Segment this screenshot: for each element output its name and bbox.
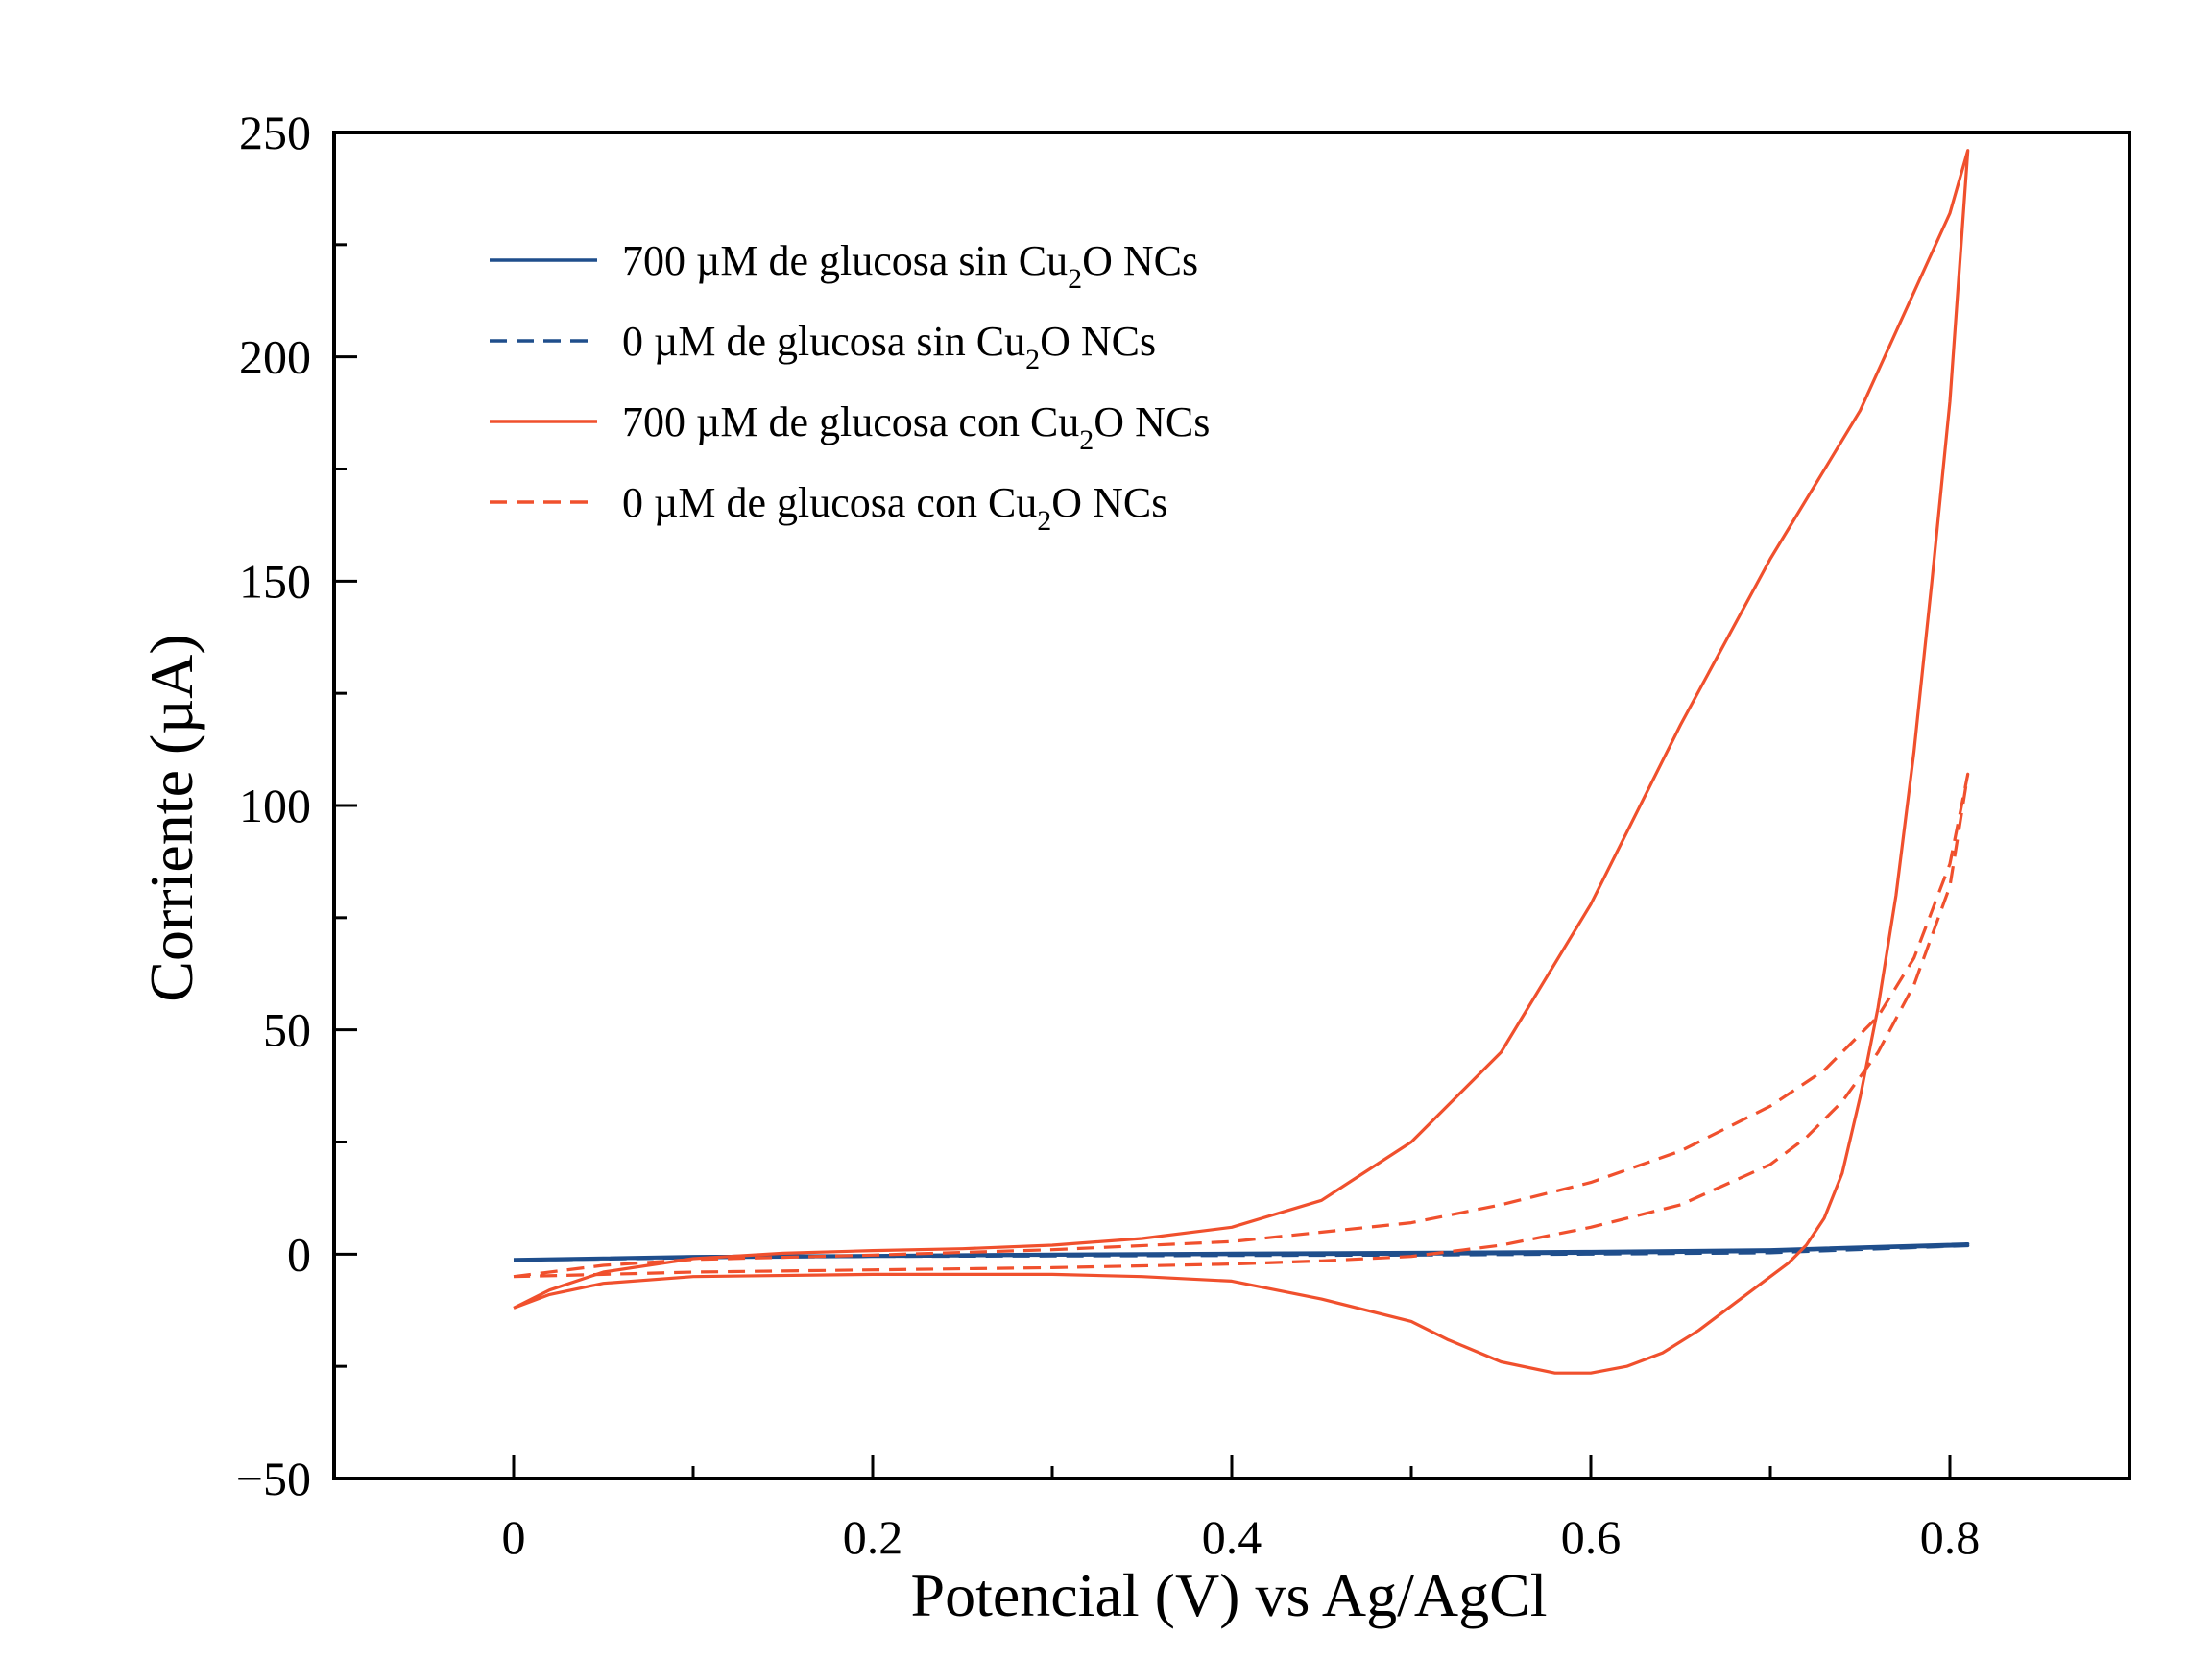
x-axis-label: Potencial (V) vs Ag/AgCl	[910, 1561, 1547, 1629]
y-tick-label: 250	[239, 106, 311, 159]
y-tick-label: 0	[287, 1227, 311, 1281]
axes-layer: 0 0.2 0.4 0.6 0.8 −50 0 50 100 150 200 250	[236, 106, 2131, 1564]
y-tick-label: −50	[236, 1452, 311, 1505]
legend-label-1: 700 µM de glucosa sin Cu2O NCs	[622, 237, 1198, 295]
y-tick-label: 200	[239, 330, 311, 384]
x-tick-label: 0.6	[1561, 1510, 1622, 1564]
x-tick-label: 0.8	[1920, 1510, 1981, 1564]
series-line-2	[513, 1243, 1970, 1262]
legend: 700 µM de glucosa sin Cu2O NCs 0 µM de gl…	[490, 237, 1210, 537]
x-tick-label: 0	[502, 1510, 526, 1564]
legend-label-2: 0 µM de glucosa sin Cu2O NCs	[622, 318, 1156, 375]
x-tick-label: 0.2	[843, 1510, 903, 1564]
y-axis-label: Corriente (µA)	[137, 634, 205, 1001]
series-layer	[513, 149, 1970, 1375]
series-line-4	[513, 772, 1970, 1279]
series-line-3	[513, 149, 1970, 1375]
legend-label-4: 0 µM de glucosa con Cu2O NCs	[622, 479, 1167, 537]
y-tick-label: 150	[239, 554, 311, 608]
y-tick-label: 50	[263, 1003, 311, 1057]
legend-label-3: 700 µM de glucosa con Cu2O NCs	[622, 398, 1210, 456]
x-tick-label: 0.4	[1202, 1510, 1262, 1564]
y-tick-label: 100	[239, 779, 311, 832]
plot-frame	[332, 131, 2131, 1480]
